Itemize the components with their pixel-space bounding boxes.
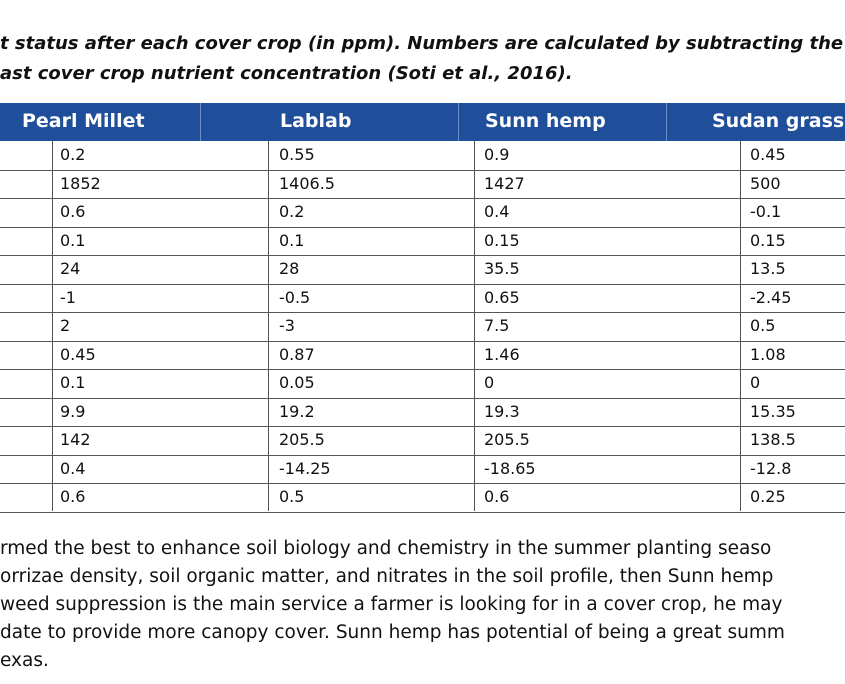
- table-cell: 0.6: [60, 487, 86, 506]
- table-cell: -14.25: [279, 458, 331, 478]
- table-cell: -1: [60, 287, 76, 307]
- row-border: [0, 255, 845, 256]
- column-border: [740, 141, 741, 511]
- paragraph-line: exas.: [0, 650, 49, 671]
- header-separator: [458, 103, 459, 141]
- table-cell: 0.2: [279, 202, 305, 221]
- table-cell: 1406.5: [279, 173, 335, 193]
- table-cell: 15.35: [750, 401, 796, 421]
- column-header: Pearl Millet: [22, 110, 145, 132]
- table-cell: 142: [60, 430, 91, 449]
- row-border: [0, 511, 845, 513]
- header-separator: [666, 103, 667, 141]
- column-border: [474, 141, 475, 511]
- paragraph-line: orrizae density, soil organic matter, an…: [0, 566, 774, 587]
- table-cell: 1852: [60, 173, 101, 193]
- table-cell: 19.3: [484, 401, 520, 421]
- table-cell: 138.5: [750, 430, 796, 449]
- table-cell: 0.55: [279, 145, 315, 164]
- table-cell: 0.1: [279, 230, 305, 250]
- table-cell: 0.2: [60, 145, 86, 164]
- row-border: [0, 454, 845, 456]
- table-cell: 2: [60, 316, 71, 335]
- table-cell: 0.1: [60, 230, 86, 250]
- row-border: [0, 198, 845, 199]
- caption-line: ast cover crop nutrient concentration (S…: [0, 63, 573, 84]
- row-border: [0, 397, 845, 399]
- table-cell: 0.05: [279, 373, 315, 392]
- table-cell: 24: [60, 259, 81, 278]
- table-cell: 13.5: [750, 259, 786, 278]
- table-cell: 0: [484, 373, 495, 392]
- table-cell: -0.1: [750, 202, 782, 221]
- row-border: [0, 226, 845, 228]
- paragraph-line: weed suppression is the main service a f…: [0, 594, 783, 615]
- table-cell: -12.8: [750, 458, 792, 478]
- caption-line: t status after each cover crop (in ppm).…: [0, 33, 845, 54]
- table-cell: 1.46: [484, 344, 520, 364]
- table-cell: 0.25: [750, 487, 786, 506]
- table-cell: 28: [279, 259, 300, 278]
- column-header: Lablab: [280, 110, 352, 132]
- table-cell: 1427: [484, 173, 525, 193]
- table-cell: 0.6: [60, 202, 86, 221]
- table-cell: 205.5: [279, 430, 325, 449]
- column-header: Sunn hemp: [485, 110, 606, 132]
- table-cell: 0.6: [484, 487, 510, 506]
- table-header: [0, 103, 845, 141]
- paragraph-line: date to provide more canopy cover. Sunn …: [0, 622, 785, 643]
- row-border: [0, 312, 845, 313]
- table-cell: 0.1: [60, 373, 86, 392]
- column-border: [268, 141, 269, 511]
- table-cell: 0.5: [279, 487, 305, 506]
- table-cell: -18.65: [484, 458, 536, 478]
- column-border: [52, 141, 53, 511]
- table-cell: 1.08: [750, 344, 786, 364]
- table-cell: 205.5: [484, 430, 530, 449]
- table-cell: 0.4: [484, 202, 510, 221]
- header-separator: [200, 103, 201, 141]
- table-cell: 7.5: [484, 316, 510, 335]
- table-cell: 0.4: [60, 458, 86, 478]
- table-cell: 19.2: [279, 401, 315, 421]
- row-border: [0, 426, 845, 427]
- table-cell: 0: [750, 373, 761, 392]
- table-cell: -3: [279, 316, 295, 335]
- table-cell: -2.45: [750, 287, 792, 307]
- table-cell: 0.87: [279, 344, 315, 364]
- paragraph-line: rmed the best to enhance soil biology an…: [0, 538, 772, 559]
- table-cell: 0.45: [750, 145, 786, 164]
- table-cell: 0.9: [484, 145, 510, 164]
- row-border: [0, 169, 845, 171]
- column-header: Sudan grass: [712, 110, 845, 132]
- row-border: [0, 283, 845, 285]
- row-border: [0, 369, 845, 370]
- table-cell: -0.5: [279, 287, 311, 307]
- row-border: [0, 483, 845, 484]
- table-cell: 35.5: [484, 259, 520, 278]
- table-cell: 0.65: [484, 287, 520, 307]
- table-cell: 0.15: [750, 230, 786, 250]
- table-cell: 0.5: [750, 316, 776, 335]
- table-cell: 9.9: [60, 401, 86, 421]
- row-border: [0, 340, 845, 342]
- table-cell: 0.45: [60, 344, 96, 364]
- table-cell: 0.15: [484, 230, 520, 250]
- table-cell: 500: [750, 173, 781, 193]
